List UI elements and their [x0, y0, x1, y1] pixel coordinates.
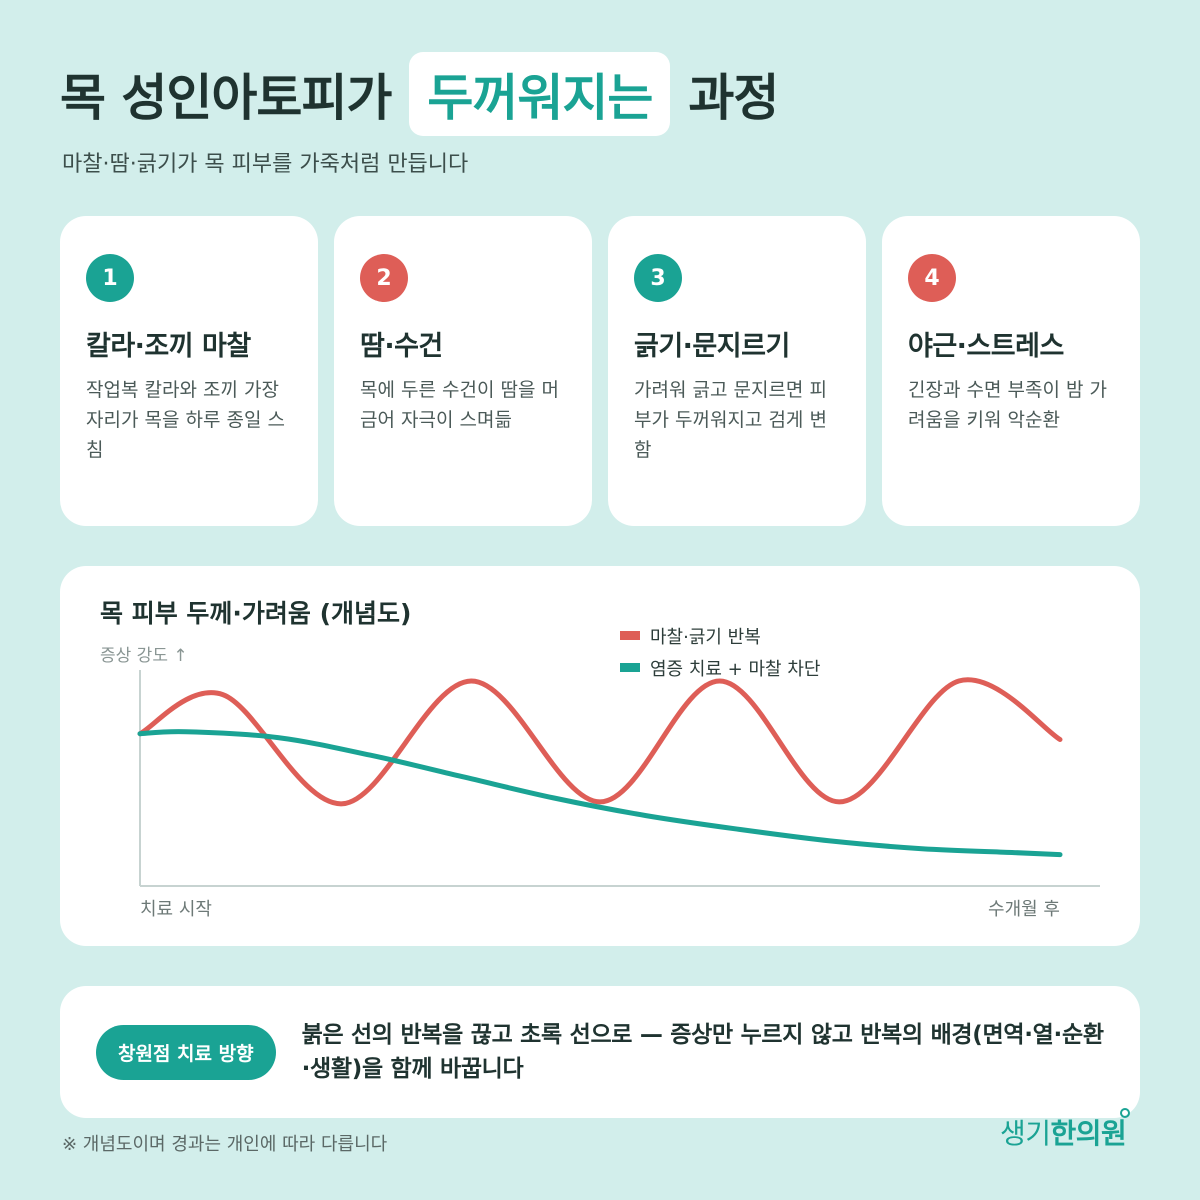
treatment-direction-card: 창원점 치료 방향 붉은 선의 반복을 끊고 초록 선으로 — 증상만 누르지 …	[60, 986, 1140, 1118]
footnote: ※ 개념도이며 경과는 개인에 따라 다릅니다	[62, 1134, 388, 1155]
legend-swatch-red	[620, 631, 640, 640]
chart-card: 목 피부 두께·가려움 (개념도) 증상 강도 ↑ 치료 시작 수개월 후 마찰…	[60, 566, 1140, 946]
step-badge-3: 3	[634, 254, 682, 302]
legend-label-red: 마찰·긁기 반복	[650, 627, 761, 648]
x-end-label: 수개월 후	[988, 899, 1060, 920]
logo-circle-icon	[1120, 1108, 1130, 1118]
series-line-treatment	[137, 729, 1063, 858]
y-axis-label: 증상 강도 ↑	[100, 646, 188, 666]
step-badge-4: 4	[908, 254, 956, 302]
line-chart: 증상 강도 ↑ 치료 시작 수개월 후 마찰·긁기 반복 염증 치료 + 마찰 …	[100, 627, 1100, 920]
logo-text-b: 한의원	[1050, 1117, 1127, 1150]
card-title-1: 칼라·조끼 마찰	[86, 331, 251, 362]
page-subtitle: 마찰·땀·긁기가 목 피부를 가죽처럼 만듭니다	[62, 152, 469, 177]
chart-title: 목 피부 두께·가려움 (개념도)	[100, 599, 412, 628]
cause-card-3: 3 긁기·문지르기 가려워 긁고 문지르면 피부가 두꺼워지고 검게 변함	[608, 216, 866, 526]
card-title-3: 긁기·문지르기	[634, 331, 790, 362]
step-badge-2: 2	[360, 254, 408, 302]
title-prefix: 목 성인아토피가	[60, 69, 392, 127]
x-start-label: 치료 시작	[140, 899, 212, 920]
cause-cards: 1 칼라·조끼 마찰 작업복 칼라와 조끼 가장자리가 목을 하루 종일 스침 …	[60, 216, 1140, 526]
card-desc-4: 긴장과 수면 부족이 밤 가려움을 키워 악순환	[908, 379, 1107, 431]
cause-card-4: 4 야근·스트레스 긴장과 수면 부족이 밤 가려움을 키워 악순환	[882, 216, 1140, 526]
logo-text-a: 생기	[1000, 1117, 1051, 1150]
treatment-direction-text: 붉은 선의 반복을 끊고 초록 선으로 — 증상만 누르지 않고 반복의 배경(…	[301, 1022, 1104, 1082]
card-title-4: 야근·스트레스	[908, 331, 1064, 362]
legend-label-teal: 염증 치료 + 마찰 차단	[650, 659, 820, 680]
cause-card-1: 1 칼라·조끼 마찰 작업복 칼라와 조끼 가장자리가 목을 하루 종일 스침	[60, 216, 318, 526]
card-desc-2: 목에 두른 수건이 땀을 머금어 자극이 스며듦	[360, 379, 559, 431]
series-line-friction	[137, 677, 1063, 807]
branch-pill: 창원점 치료 방향	[96, 1024, 276, 1080]
card-title-2: 땀·수건	[360, 331, 443, 362]
step-badge-1: 1	[86, 254, 134, 302]
card-desc-3: 가려워 긁고 문지르면 피부가 두꺼워지고 검게 변함	[634, 379, 827, 461]
legend-swatch-teal	[620, 663, 640, 672]
title-suffix: 과정	[688, 69, 779, 127]
card-desc-1: 작업복 칼라와 조끼 가장자리가 목을 하루 종일 스침	[86, 379, 285, 461]
page-title: 목 성인아토피가 두꺼워지는 과정	[60, 52, 779, 136]
title-highlight: 두꺼워지는	[409, 52, 671, 136]
clinic-logo: 생기 한의원	[1000, 1112, 1127, 1152]
cause-card-2: 2 땀·수건 목에 두른 수건이 땀을 머금어 자극이 스며듦	[334, 216, 592, 526]
